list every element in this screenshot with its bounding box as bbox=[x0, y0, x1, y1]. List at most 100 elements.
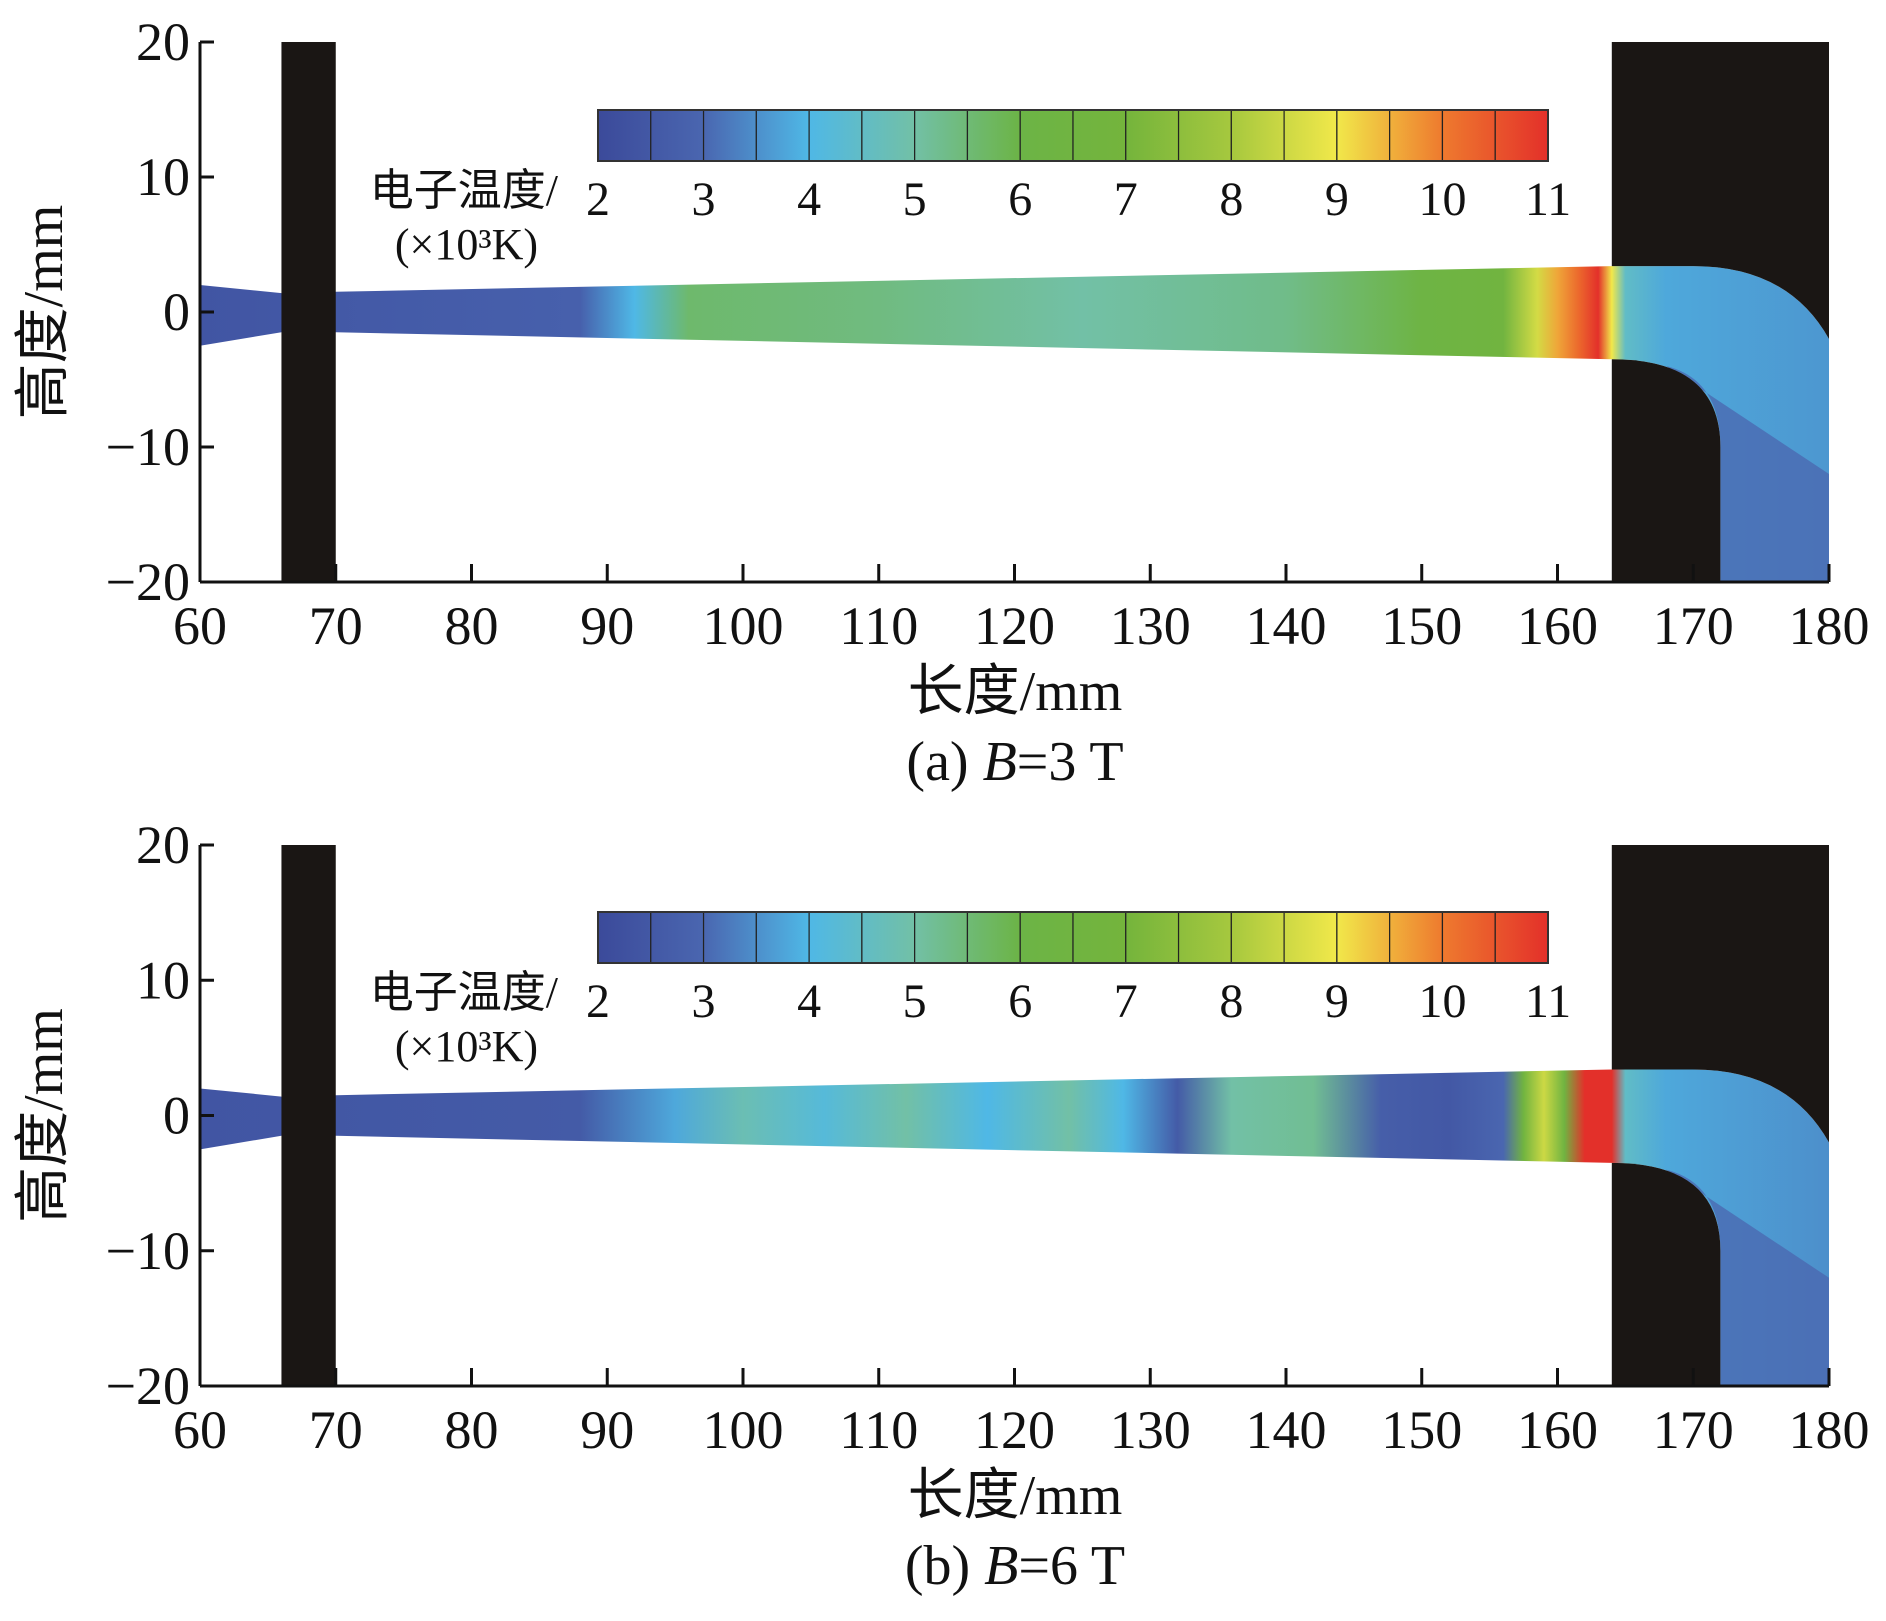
colorbar-tick-label: 6 bbox=[1008, 173, 1032, 226]
colorbar-tick-label: 9 bbox=[1325, 975, 1349, 1028]
x-tick-label: 100 bbox=[703, 1400, 784, 1460]
x-tick-label: 80 bbox=[445, 596, 499, 656]
left-electrode bbox=[281, 42, 336, 582]
colorbar-tick-label: 7 bbox=[1114, 975, 1138, 1028]
colorbar-segment bbox=[861, 911, 916, 964]
colorbar-segment bbox=[808, 911, 863, 964]
colorbar-segment bbox=[1441, 911, 1496, 964]
x-axis-label: 长度/mm bbox=[908, 661, 1123, 723]
colorbar-segment bbox=[1336, 911, 1391, 964]
colorbar-tick-label: 3 bbox=[692, 173, 716, 226]
colorbar-tick-label: 6 bbox=[1008, 975, 1032, 1028]
x-tick-label: 70 bbox=[309, 1400, 363, 1460]
colorbar-segment bbox=[597, 911, 652, 964]
colorbar-segment bbox=[1283, 109, 1338, 162]
caption-variable: B bbox=[983, 731, 1017, 793]
colorbar-tick-label: 10 bbox=[1418, 173, 1466, 226]
colorbar-segment bbox=[914, 911, 969, 964]
colorbar-tick-label: 11 bbox=[1525, 975, 1571, 1028]
colorbar-segment bbox=[808, 109, 863, 162]
y-tick-label: 0 bbox=[163, 282, 190, 342]
panel-caption: (a) B=3 T bbox=[906, 731, 1123, 793]
x-tick-label: 100 bbox=[703, 596, 784, 656]
colorbar-segment bbox=[702, 109, 757, 162]
colorbar-tick-label: 5 bbox=[903, 975, 927, 1028]
x-tick-label: 160 bbox=[1517, 1400, 1598, 1460]
colorbar-segment bbox=[914, 109, 969, 162]
panel-b: 60 70 80 90 100 110 120 130 140 150 160 170 18020100… bbox=[13, 815, 1870, 1597]
colorbar-segment bbox=[1389, 911, 1444, 964]
left-electrode bbox=[281, 845, 336, 1386]
colorbar-tick-label: 9 bbox=[1325, 173, 1349, 226]
y-tick-label: −20 bbox=[106, 552, 190, 612]
colorbar-tick-label: 2 bbox=[586, 173, 610, 226]
colorbar-segment bbox=[1230, 109, 1285, 162]
x-tick-label: 180 bbox=[1789, 1400, 1870, 1460]
right-electrode-upper bbox=[1611, 42, 1829, 339]
colorbar-frame bbox=[597, 109, 1549, 162]
y-tick-label: 10 bbox=[136, 950, 190, 1010]
colorbar-segment bbox=[702, 911, 757, 964]
caption-value: =3 T bbox=[1017, 731, 1124, 793]
y-tick-label: 20 bbox=[136, 815, 190, 875]
y-tick-label: −10 bbox=[106, 1221, 190, 1281]
caption-label: (b) bbox=[905, 1535, 984, 1597]
x-tick-label: 90 bbox=[580, 596, 634, 656]
colorbar-segment bbox=[1389, 109, 1444, 162]
x-tick-label: 70 bbox=[309, 596, 363, 656]
colorbar-segment bbox=[861, 109, 916, 162]
colorbar-segment bbox=[755, 109, 810, 162]
caption-value: =6 T bbox=[1018, 1535, 1125, 1597]
outlet-cool-region bbox=[1666, 366, 1829, 582]
colorbar-title: 电子温度/ bbox=[370, 166, 559, 215]
colorbar-title: 电子温度/ bbox=[370, 968, 559, 1017]
colorbar-segment bbox=[1019, 911, 1074, 964]
x-tick-label: 170 bbox=[1653, 1400, 1734, 1460]
colorbar-segment bbox=[1019, 109, 1074, 162]
colorbar-segment bbox=[1125, 109, 1180, 162]
colorbar-segment bbox=[966, 109, 1021, 162]
x-tick-label: 140 bbox=[1246, 596, 1327, 656]
colorbar-unit: (×10³K) bbox=[395, 220, 538, 269]
colorbar-segment bbox=[1441, 109, 1496, 162]
colorbar-segment bbox=[1230, 911, 1285, 964]
y-tick-label: 10 bbox=[136, 147, 190, 207]
colorbar-segment bbox=[650, 109, 705, 162]
x-axis-label: 长度/mm bbox=[908, 1465, 1123, 1527]
colorbar-tick-label: 4 bbox=[797, 173, 821, 226]
y-tick-label: −20 bbox=[106, 1356, 190, 1416]
x-tick-label: 120 bbox=[974, 1400, 1055, 1460]
colorbar-frame bbox=[597, 911, 1549, 964]
colorbar-segment bbox=[597, 109, 652, 162]
right-electrode-lower bbox=[1611, 359, 1721, 582]
y-tick-label: 0 bbox=[163, 1086, 190, 1146]
x-tick-label: 170 bbox=[1653, 596, 1734, 656]
x-tick-label: 160 bbox=[1517, 596, 1598, 656]
colorbar-tick-label: 10 bbox=[1418, 975, 1466, 1028]
y-tick-label: −10 bbox=[106, 417, 190, 477]
colorbar-segment bbox=[1125, 911, 1180, 964]
x-tick-label: 110 bbox=[839, 1400, 918, 1460]
x-tick-label: 140 bbox=[1246, 1400, 1327, 1460]
colorbar-segment bbox=[1283, 911, 1338, 964]
x-tick-label: 180 bbox=[1789, 596, 1870, 656]
x-tick-label: 90 bbox=[580, 1400, 634, 1460]
caption-variable: B bbox=[984, 1535, 1018, 1597]
colorbar-tick-label: 4 bbox=[797, 975, 821, 1028]
right-electrode-upper bbox=[1611, 845, 1829, 1143]
plasma-temperature-field bbox=[200, 1069, 1829, 1386]
colorbar-segment bbox=[1072, 911, 1127, 964]
right-electrode-lower bbox=[1611, 1162, 1721, 1386]
colorbar-tick-label: 8 bbox=[1219, 975, 1243, 1028]
caption-label: (a) bbox=[906, 731, 982, 793]
colorbar-segment bbox=[1072, 109, 1127, 162]
x-tick-label: 120 bbox=[974, 596, 1055, 656]
colorbar-segment bbox=[966, 911, 1021, 964]
x-tick-label: 60 bbox=[173, 596, 227, 656]
colorbar-tick-label: 3 bbox=[692, 975, 716, 1028]
y-tick-label: 20 bbox=[136, 12, 190, 72]
panel-caption: (b) B=6 T bbox=[905, 1535, 1125, 1597]
colorbar-segment bbox=[1336, 109, 1391, 162]
colorbar-tick-label: 8 bbox=[1219, 173, 1243, 226]
